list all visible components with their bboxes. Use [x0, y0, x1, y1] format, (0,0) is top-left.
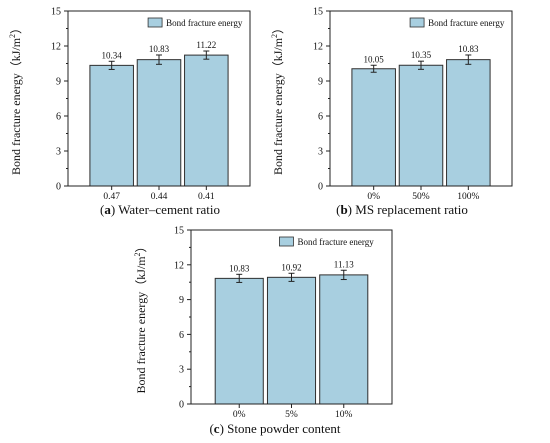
chart-panel-a: 0 3 6 9 12 15 10.34 0.47 10.83 0.44 11.22 0.41 Bond …: [8, 7, 250, 218]
data-label: 10.34: [102, 50, 123, 60]
x-tick-label: 0%: [367, 192, 380, 202]
x-tick-label: 0.47: [103, 192, 120, 202]
data-label: 10.83: [229, 263, 250, 273]
bar: [320, 275, 368, 404]
y-axis-label-text: Bond fracture energy（kJ/m: [271, 37, 285, 175]
caption-text: Stone powder content: [227, 421, 341, 436]
y-tick-label: 15: [313, 7, 323, 18]
bar: [352, 69, 396, 186]
x-tick-label: 0%: [233, 410, 246, 420]
caption-close: ): [111, 202, 118, 217]
bar: [185, 55, 229, 186]
bar: [267, 277, 315, 404]
data-label: 10.83: [458, 44, 479, 54]
data-label: 11.13: [334, 259, 354, 269]
x-tick-label: 0.41: [198, 192, 215, 202]
y-tick-label: 3: [318, 147, 323, 158]
y-axis-label: Bond fracture energy（kJ/m2）: [133, 240, 148, 393]
legend-label: Bond fracture energy: [166, 18, 243, 28]
y-axis-label-end: ）: [271, 22, 285, 34]
y-axis-label-end: ）: [9, 22, 23, 34]
y-tick-label: 12: [174, 260, 184, 271]
y-axis-label: Bond fracture energy（kJ/m2）: [270, 22, 285, 175]
legend-label: Bond fracture energy: [428, 18, 505, 28]
caption-close: ): [220, 421, 228, 436]
x-tick-label: 50%: [412, 192, 430, 202]
chart-panel-b: 0 3 6 9 12 15 10.05 0% 10.35 50% 10.83 100% Bond fra…: [270, 7, 512, 218]
y-axis-label-text: Bond fracture energy（kJ/m: [9, 37, 23, 175]
y-axis-label-end: ）: [134, 240, 148, 252]
y-tick-label: 0: [318, 182, 323, 193]
bar: [399, 65, 443, 186]
data-label: 10.05: [364, 54, 385, 64]
caption-text: MS replacement ratio: [355, 202, 468, 217]
panel-caption: (c) Stone powder content: [209, 421, 340, 436]
data-label: 10.35: [411, 50, 432, 60]
y-tick-label: 12: [51, 42, 61, 53]
legend-swatch: [279, 237, 293, 246]
bar: [215, 278, 263, 404]
caption-letter: b: [340, 202, 347, 217]
y-tick-label: 12: [313, 42, 323, 53]
y-tick-label: 15: [174, 226, 184, 237]
y-tick-label: 6: [56, 112, 61, 123]
y-axis-label-text: Bond fracture energy（kJ/m: [134, 256, 148, 394]
legend-label: Bond fracture energy: [297, 237, 374, 247]
chart-panel-c: 0 3 6 9 12 15 10.83 0% 10.92 5% 11.13 10% Bond fract…: [133, 226, 392, 437]
y-tick-label: 3: [179, 365, 184, 376]
panel-caption: (b) MS replacement ratio: [336, 202, 468, 217]
panel-caption: (a) Water–cement ratio: [100, 202, 220, 217]
bar: [447, 60, 491, 186]
x-tick-label: 5%: [285, 410, 298, 420]
legend-swatch: [148, 18, 162, 27]
caption-close: ): [348, 202, 356, 217]
caption-text: Water–cement ratio: [118, 202, 220, 217]
x-tick-label: 0.44: [151, 192, 168, 202]
y-tick-label: 3: [56, 147, 61, 158]
y-tick-label: 15: [51, 7, 61, 18]
data-label: 10.83: [149, 44, 170, 54]
bar: [137, 60, 181, 186]
y-axis-label: Bond fracture energy（kJ/m2）: [8, 22, 23, 175]
y-tick-label: 9: [318, 77, 323, 88]
y-tick-label: 6: [318, 112, 323, 123]
x-tick-label: 10%: [335, 410, 353, 420]
data-label: 11.22: [196, 40, 216, 50]
y-tick-label: 9: [56, 77, 61, 88]
y-tick-label: 6: [179, 330, 184, 341]
legend-swatch: [410, 18, 424, 27]
bar: [90, 65, 134, 186]
y-tick-label: 0: [179, 400, 184, 411]
y-tick-label: 9: [179, 295, 184, 306]
x-tick-label: 100%: [457, 192, 479, 202]
y-tick-label: 0: [56, 182, 61, 193]
data-label: 10.92: [281, 262, 301, 272]
